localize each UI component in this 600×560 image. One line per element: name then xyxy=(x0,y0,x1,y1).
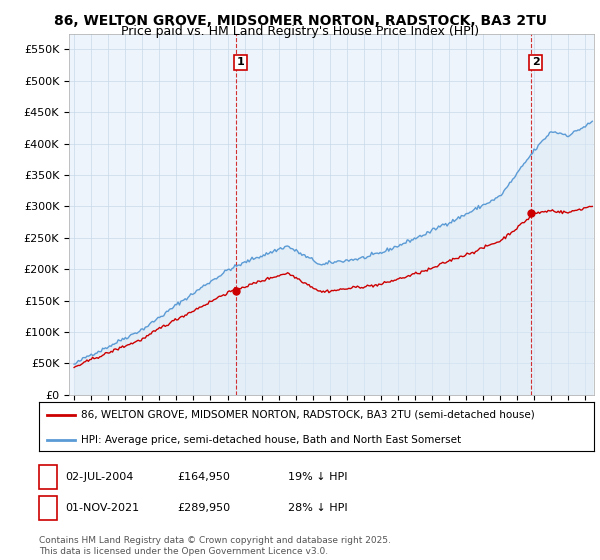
Text: 1: 1 xyxy=(236,58,244,68)
Text: 19% ↓ HPI: 19% ↓ HPI xyxy=(288,472,347,482)
Text: £164,950: £164,950 xyxy=(177,472,230,482)
Text: 2: 2 xyxy=(532,58,539,68)
Text: Contains HM Land Registry data © Crown copyright and database right 2025.
This d: Contains HM Land Registry data © Crown c… xyxy=(39,536,391,556)
Text: 02-JUL-2004: 02-JUL-2004 xyxy=(65,472,133,482)
Text: HPI: Average price, semi-detached house, Bath and North East Somerset: HPI: Average price, semi-detached house,… xyxy=(80,435,461,445)
Text: 1: 1 xyxy=(44,472,52,482)
Text: 28% ↓ HPI: 28% ↓ HPI xyxy=(288,503,347,513)
Text: 2: 2 xyxy=(44,503,52,513)
Text: £289,950: £289,950 xyxy=(177,503,230,513)
Text: 86, WELTON GROVE, MIDSOMER NORTON, RADSTOCK, BA3 2TU: 86, WELTON GROVE, MIDSOMER NORTON, RADST… xyxy=(53,14,547,28)
Text: 86, WELTON GROVE, MIDSOMER NORTON, RADSTOCK, BA3 2TU (semi-detached house): 86, WELTON GROVE, MIDSOMER NORTON, RADST… xyxy=(80,410,535,420)
Text: 01-NOV-2021: 01-NOV-2021 xyxy=(65,503,139,513)
Text: Price paid vs. HM Land Registry's House Price Index (HPI): Price paid vs. HM Land Registry's House … xyxy=(121,25,479,38)
